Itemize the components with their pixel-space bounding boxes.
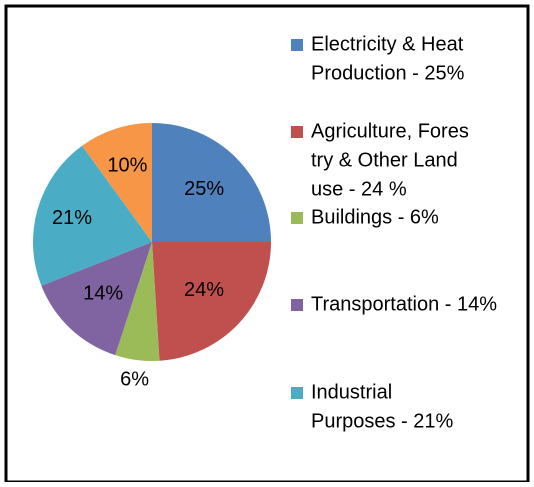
pie-slice bbox=[32, 145, 152, 286]
data-label: 24% bbox=[184, 279, 224, 301]
data-label: 25% bbox=[184, 178, 224, 200]
legend-label: Purposes - 21% bbox=[311, 410, 454, 432]
pie-slice bbox=[152, 242, 271, 361]
legend-label: Agriculture, Fores bbox=[311, 120, 469, 142]
legend-swatch bbox=[291, 39, 303, 51]
legend-swatch bbox=[291, 212, 303, 224]
pie-slice bbox=[115, 242, 160, 361]
data-label: 10% bbox=[107, 154, 147, 176]
data-label: 6% bbox=[120, 368, 149, 390]
data-label: 21% bbox=[52, 207, 92, 229]
legend-label: Industrial bbox=[311, 381, 392, 403]
legend-label: Electricity & Heat bbox=[311, 33, 464, 55]
legend-label: try & Other Land bbox=[311, 149, 458, 171]
legend-label: Buildings - 6% bbox=[311, 206, 439, 228]
legend-label: use - 24 % bbox=[311, 178, 407, 200]
pie-slice bbox=[41, 242, 152, 356]
legend-swatch bbox=[291, 299, 303, 311]
data-label: 14% bbox=[83, 282, 123, 304]
legend-label: Transportation - 14% bbox=[311, 293, 497, 315]
pie-slice bbox=[152, 123, 271, 242]
legend-swatch bbox=[291, 126, 303, 138]
legend-swatch bbox=[291, 387, 303, 399]
legend-label: Production - 25% bbox=[311, 62, 465, 84]
pie-slice bbox=[82, 123, 152, 242]
